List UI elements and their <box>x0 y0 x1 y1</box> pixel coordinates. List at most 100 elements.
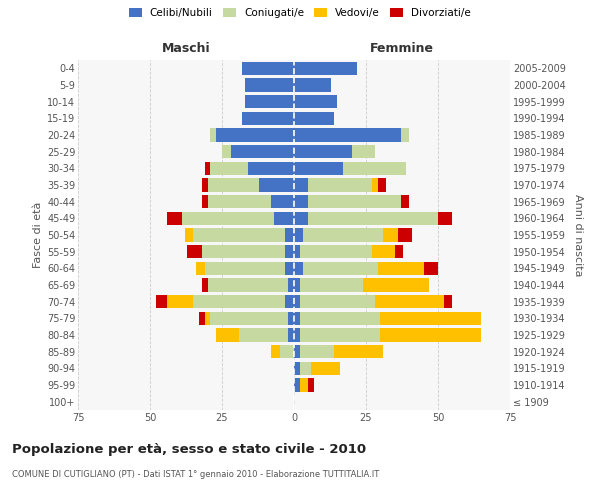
Bar <box>286 228 294 241</box>
Bar <box>444 295 452 308</box>
Bar <box>377 262 424 275</box>
Bar <box>185 228 193 241</box>
Bar <box>211 312 288 325</box>
Bar <box>248 162 294 175</box>
Bar <box>288 278 294 291</box>
Bar <box>182 212 274 225</box>
Bar <box>274 212 294 225</box>
Bar <box>205 162 211 175</box>
Bar <box>377 178 386 192</box>
Bar <box>294 295 300 308</box>
Bar <box>294 362 300 375</box>
Bar <box>300 345 334 358</box>
Bar <box>308 212 438 225</box>
Bar <box>167 212 182 225</box>
Bar <box>242 62 294 75</box>
Bar <box>286 245 294 258</box>
Bar <box>216 128 294 141</box>
Bar <box>294 378 300 392</box>
Bar <box>259 178 294 192</box>
Bar <box>300 378 308 392</box>
Bar <box>202 178 208 192</box>
Bar <box>294 312 300 325</box>
Bar <box>288 312 294 325</box>
Bar <box>271 345 280 358</box>
Bar <box>401 128 409 141</box>
Bar <box>300 362 311 375</box>
Bar <box>424 262 438 275</box>
Bar <box>216 328 239 342</box>
Bar <box>202 278 208 291</box>
Bar <box>294 345 300 358</box>
Bar <box>211 162 248 175</box>
Bar <box>208 278 288 291</box>
Bar <box>294 162 343 175</box>
Bar <box>288 328 294 342</box>
Bar <box>302 228 383 241</box>
Bar <box>208 195 271 208</box>
Bar <box>380 328 481 342</box>
Bar <box>294 78 331 92</box>
Bar <box>294 245 300 258</box>
Bar <box>308 378 314 392</box>
Bar <box>343 162 406 175</box>
Text: Maschi: Maschi <box>161 42 211 55</box>
Bar <box>205 312 211 325</box>
Bar <box>239 328 288 342</box>
Bar <box>294 278 300 291</box>
Bar <box>294 128 401 141</box>
Bar <box>395 245 403 258</box>
Bar <box>302 262 377 275</box>
Bar <box>211 128 216 141</box>
Bar <box>374 295 444 308</box>
Bar <box>300 245 372 258</box>
Bar <box>242 112 294 125</box>
Bar <box>401 195 409 208</box>
Bar <box>156 295 167 308</box>
Bar <box>308 195 401 208</box>
Bar <box>294 178 308 192</box>
Bar <box>245 95 294 108</box>
Bar <box>300 328 380 342</box>
Y-axis label: Fasce di età: Fasce di età <box>32 202 43 268</box>
Bar <box>372 245 395 258</box>
Bar <box>380 312 481 325</box>
Bar <box>363 278 430 291</box>
Bar <box>383 228 398 241</box>
Bar <box>193 295 286 308</box>
Bar <box>294 95 337 108</box>
Bar <box>286 262 294 275</box>
Text: Femmine: Femmine <box>370 42 434 55</box>
Bar <box>398 228 412 241</box>
Bar <box>167 295 193 308</box>
Bar <box>280 345 294 358</box>
Bar <box>271 195 294 208</box>
Bar <box>294 195 308 208</box>
Legend: Celibi/Nubili, Coniugati/e, Vedovi/e, Divorziati/e: Celibi/Nubili, Coniugati/e, Vedovi/e, Di… <box>126 5 474 21</box>
Bar <box>294 328 300 342</box>
Bar <box>208 178 259 192</box>
Bar <box>311 362 340 375</box>
Text: Popolazione per età, sesso e stato civile - 2010: Popolazione per età, sesso e stato civil… <box>12 442 366 456</box>
Bar <box>294 112 334 125</box>
Bar <box>202 245 286 258</box>
Bar <box>308 178 372 192</box>
Bar <box>300 312 380 325</box>
Y-axis label: Anni di nascita: Anni di nascita <box>572 194 583 276</box>
Bar <box>199 312 205 325</box>
Bar <box>230 145 294 158</box>
Bar <box>294 228 302 241</box>
Bar <box>286 295 294 308</box>
Bar <box>196 262 205 275</box>
Bar <box>294 212 308 225</box>
Bar <box>438 212 452 225</box>
Bar <box>334 345 383 358</box>
Bar <box>294 62 358 75</box>
Bar <box>300 295 374 308</box>
Bar <box>245 78 294 92</box>
Bar <box>222 145 230 158</box>
Bar <box>202 195 208 208</box>
Bar <box>300 278 363 291</box>
Bar <box>187 245 202 258</box>
Bar <box>294 262 302 275</box>
